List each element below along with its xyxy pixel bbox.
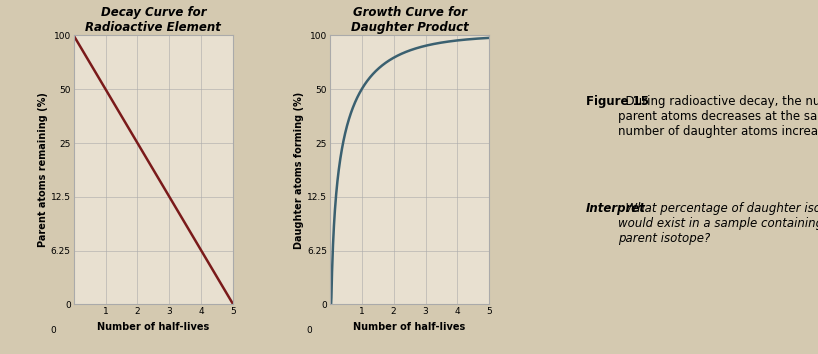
Text: 0: 0 bbox=[306, 326, 312, 335]
Text: 0: 0 bbox=[50, 326, 56, 335]
Text: Interpret: Interpret bbox=[586, 202, 646, 215]
Y-axis label: Daughter atoms forming (%): Daughter atoms forming (%) bbox=[294, 91, 304, 249]
Text: Figure 15: Figure 15 bbox=[586, 95, 649, 108]
X-axis label: Number of half-lives: Number of half-lives bbox=[353, 322, 465, 332]
X-axis label: Number of half-lives: Number of half-lives bbox=[97, 322, 209, 332]
Title: Decay Curve for
Radioactive Element: Decay Curve for Radioactive Element bbox=[86, 6, 222, 34]
Y-axis label: Parent atoms remaining (%): Parent atoms remaining (%) bbox=[38, 92, 48, 247]
Text: What percentage of daughter isotope
would exist in a sample containing 50 percen: What percentage of daughter isotope woul… bbox=[618, 202, 818, 245]
Text: During radioactive decay, the number of
parent atoms decreases at the same rate : During radioactive decay, the number of … bbox=[618, 95, 818, 138]
Title: Growth Curve for
Daughter Product: Growth Curve for Daughter Product bbox=[351, 6, 469, 34]
